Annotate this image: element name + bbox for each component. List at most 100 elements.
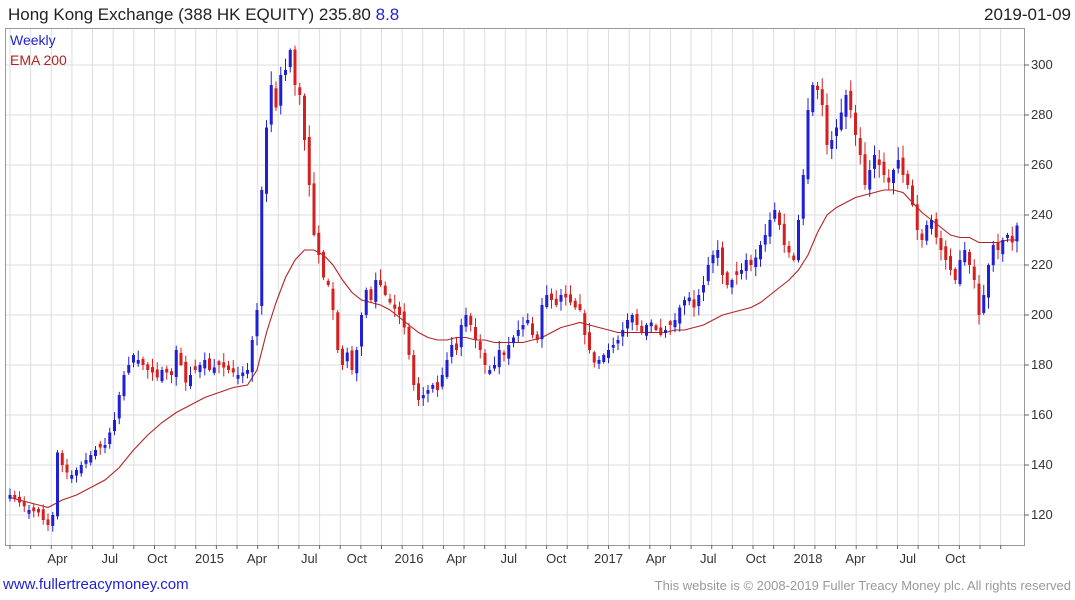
candle-body — [958, 260, 962, 284]
candle — [963, 241, 967, 266]
candle-body — [455, 343, 458, 350]
candle-body — [436, 382, 439, 390]
candle — [892, 168, 895, 195]
candle-body — [37, 508, 40, 513]
candle-body — [597, 360, 601, 364]
candle — [987, 263, 990, 309]
title-main: Hong Kong Exchange (388 HK EQUITY) 235.8… — [8, 5, 371, 24]
ema-layer — [9, 189, 1017, 509]
candle-body — [383, 285, 387, 295]
candle — [863, 142, 867, 190]
candle — [1006, 232, 1009, 243]
candle — [79, 461, 83, 477]
footer-site-link[interactable]: www.fullertreacymoney.com — [3, 576, 189, 593]
candle — [222, 353, 226, 377]
candle — [127, 356, 131, 375]
candle — [664, 325, 667, 338]
candle-body — [326, 280, 330, 285]
candle-body — [65, 464, 69, 473]
candle — [882, 152, 886, 183]
candle-body — [797, 220, 800, 261]
candle — [607, 343, 610, 364]
x-tick-label: Oct — [945, 551, 966, 566]
candle-body — [1015, 225, 1019, 242]
candle-body — [170, 371, 173, 375]
candle — [469, 312, 473, 332]
candle-body — [502, 352, 506, 355]
candle-body — [744, 260, 748, 271]
candle-body — [189, 375, 192, 387]
candle — [170, 368, 173, 384]
candle-body — [260, 190, 264, 307]
candle — [911, 179, 914, 207]
candle-body — [635, 313, 639, 325]
candle-body — [322, 251, 325, 278]
candle-body — [754, 257, 758, 268]
candle — [640, 320, 644, 335]
candle — [136, 350, 140, 367]
candle — [540, 297, 544, 348]
candle — [307, 125, 311, 197]
candle-body — [545, 295, 549, 308]
candle — [1015, 222, 1019, 253]
candle — [450, 336, 454, 364]
candle-body — [645, 325, 648, 336]
candle — [312, 172, 316, 237]
candle-body — [331, 288, 335, 310]
x-tick-label: Jul — [700, 551, 717, 566]
candle — [32, 503, 36, 518]
candle — [773, 202, 777, 222]
chart-title: Hong Kong Exchange (388 HK EQUITY) 235.8… — [8, 5, 399, 25]
candle — [279, 66, 283, 115]
candle — [550, 288, 553, 309]
candle — [906, 170, 910, 189]
candle-body — [165, 368, 169, 373]
candle — [507, 336, 511, 365]
candle — [431, 383, 435, 393]
candle — [436, 375, 439, 397]
candle-body — [611, 345, 615, 348]
candle — [787, 241, 791, 258]
x-tick-label: Jul — [301, 551, 318, 566]
candle-body — [911, 185, 914, 205]
x-tick-label: Oct — [347, 551, 368, 566]
candle — [60, 449, 64, 473]
candle — [721, 241, 724, 284]
candle — [46, 513, 50, 531]
x-tick-label: Apr — [646, 551, 667, 566]
candle-body — [1001, 240, 1005, 255]
candle-body — [531, 323, 534, 335]
candle-body — [193, 366, 197, 370]
candle-body — [578, 304, 582, 310]
candle — [70, 470, 74, 484]
candle-body — [379, 280, 382, 285]
candle-body — [835, 127, 838, 136]
candle-body — [512, 337, 515, 344]
candle-body — [160, 370, 164, 382]
candle-body — [678, 307, 682, 324]
candle-body — [963, 250, 967, 263]
candle-body — [374, 280, 378, 302]
candle-body — [996, 242, 1000, 250]
candle-body — [1010, 235, 1014, 243]
candle-body — [341, 348, 344, 365]
y-tick-label: 180 — [1031, 357, 1053, 372]
candle — [488, 365, 492, 376]
grid-layer — [6, 29, 1024, 545]
candle — [98, 440, 102, 455]
candle-body — [877, 159, 881, 165]
candle — [398, 301, 401, 324]
candle-body — [317, 232, 321, 255]
candle-body — [474, 327, 477, 340]
candle — [816, 81, 819, 100]
candle-body — [307, 136, 311, 185]
candle-body — [987, 265, 990, 298]
candle — [374, 272, 378, 309]
candle-body — [507, 345, 511, 359]
candle — [896, 147, 900, 174]
x-tick-label: Jul — [899, 551, 916, 566]
candle-body — [250, 340, 254, 373]
candle — [151, 358, 154, 381]
candle — [146, 361, 150, 379]
candle-body — [977, 283, 981, 315]
